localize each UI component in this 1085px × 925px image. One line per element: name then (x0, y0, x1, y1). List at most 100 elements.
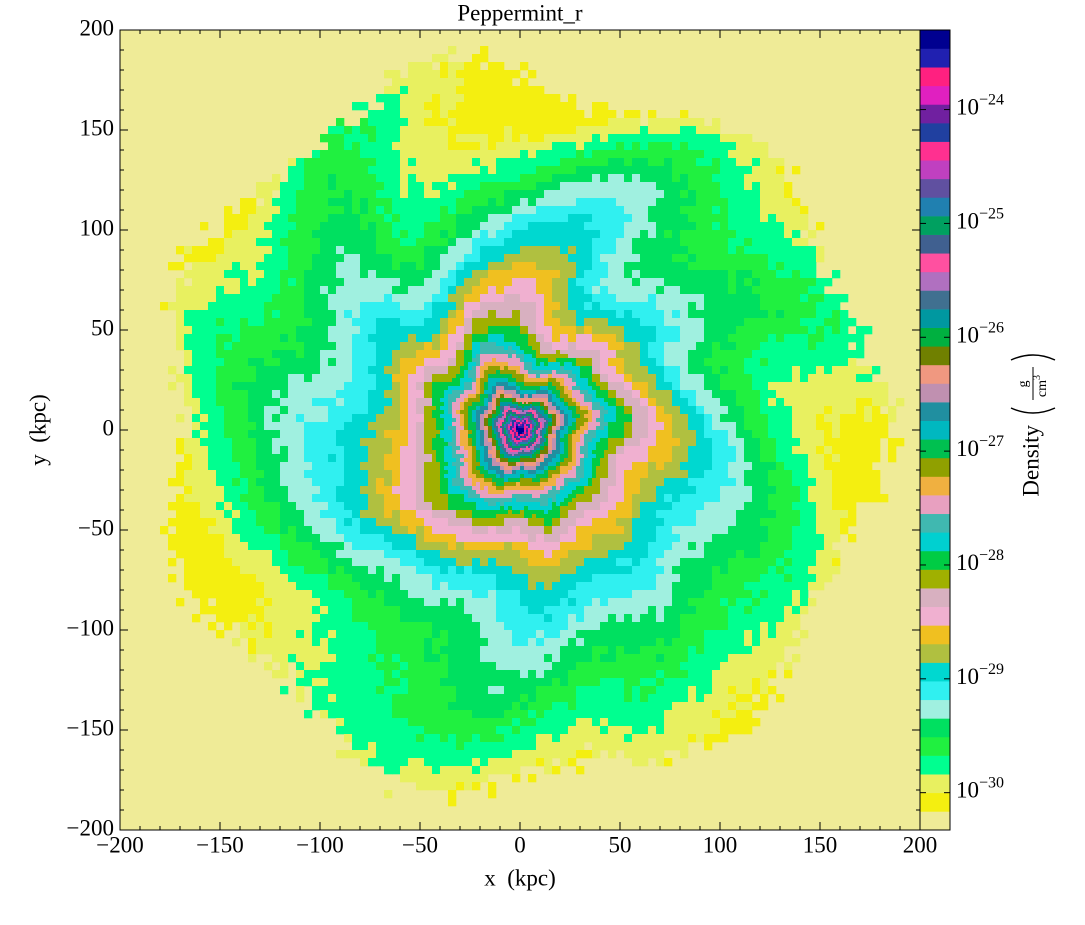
field-cell (464, 466, 469, 471)
field-cell (816, 350, 825, 359)
field-cell (200, 430, 209, 439)
field-cell (312, 254, 321, 263)
field-cell (592, 174, 601, 183)
field-cell (580, 414, 585, 419)
field-cell (424, 214, 433, 223)
field-cell (400, 94, 409, 103)
field-cell (752, 302, 761, 311)
field-cell (504, 94, 513, 103)
field-cell (776, 166, 785, 175)
field-cell (360, 342, 369, 351)
field-cell (460, 390, 465, 395)
field-cell (384, 326, 393, 335)
field-cell (312, 446, 321, 455)
field-cell (496, 426, 499, 429)
field-cell (712, 342, 721, 351)
field-cell (696, 454, 705, 463)
field-cell (510, 402, 513, 405)
field-cell (416, 190, 425, 199)
field-cell (664, 158, 673, 167)
field-cell (510, 404, 513, 407)
field-cell (416, 142, 425, 151)
field-cell (568, 206, 577, 215)
field-cell (328, 270, 337, 279)
field-cell (664, 286, 673, 295)
field-cell (272, 286, 281, 295)
field-cell (532, 412, 535, 415)
field-cell (510, 452, 513, 455)
field-cell (484, 442, 489, 447)
field-cell (544, 434, 547, 437)
field-cell (184, 454, 193, 463)
field-cell (516, 408, 519, 411)
field-cell (536, 432, 539, 435)
field-cell (624, 294, 633, 303)
field-cell (840, 366, 849, 375)
field-cell (192, 262, 201, 271)
field-cell (416, 414, 425, 423)
field-cell (752, 438, 761, 447)
field-cell (528, 70, 537, 79)
field-cell (506, 436, 509, 439)
field-cell (524, 432, 527, 435)
field-cell (776, 238, 785, 247)
field-cell (408, 390, 417, 399)
field-cell (824, 422, 833, 431)
field-cell (664, 150, 673, 159)
field-cell (760, 398, 769, 407)
field-cell (518, 442, 521, 445)
field-cell (498, 414, 501, 417)
field-cell (320, 406, 329, 415)
field-cell (492, 370, 497, 375)
field-cell (576, 350, 585, 359)
field-cell (368, 238, 377, 247)
field-cell (520, 416, 523, 419)
field-cell (556, 390, 561, 395)
field-cell (672, 454, 681, 463)
field-cell (264, 454, 273, 463)
field-cell (456, 198, 465, 207)
field-cell (432, 418, 437, 423)
field-cell (248, 278, 257, 287)
field-cell (664, 174, 673, 183)
field-cell (488, 174, 497, 183)
field-cell (546, 440, 549, 443)
field-cell (576, 426, 581, 431)
field-cell (232, 406, 241, 415)
field-cell (548, 414, 553, 419)
field-cell (856, 422, 865, 431)
field-cell (472, 54, 481, 63)
field-cell (672, 254, 681, 263)
field-cell (504, 190, 513, 199)
field-cell (548, 358, 553, 363)
field-cell (512, 346, 517, 351)
field-cell (624, 206, 633, 215)
field-cell (496, 166, 505, 175)
field-cell (464, 134, 473, 143)
field-cell (500, 420, 503, 423)
field-cell (496, 134, 505, 143)
field-cell (416, 278, 425, 287)
field-cell (518, 426, 521, 429)
field-cell (840, 374, 849, 383)
field-cell (518, 456, 521, 459)
field-cell (432, 174, 441, 183)
field-cell (624, 358, 633, 367)
field-cell (736, 294, 745, 303)
field-cell (536, 182, 545, 191)
field-cell (556, 350, 561, 355)
field-cell (472, 198, 481, 207)
field-cell (514, 418, 517, 421)
field-cell (596, 430, 601, 435)
field-cell (444, 422, 449, 427)
field-cell (546, 418, 549, 421)
field-cell (192, 414, 201, 423)
field-cell (528, 126, 537, 135)
field-cell (502, 438, 505, 441)
field-cell (464, 398, 469, 403)
field-cell (416, 206, 425, 215)
field-cell (460, 474, 465, 479)
field-cell (704, 286, 713, 295)
field-cell (504, 394, 509, 399)
field-cell (376, 246, 385, 255)
